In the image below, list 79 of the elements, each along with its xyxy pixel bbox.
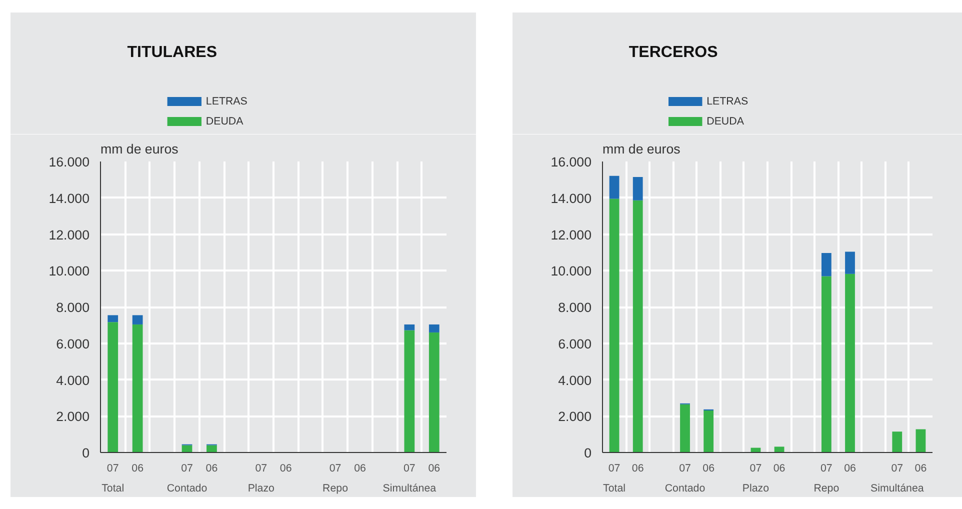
x-tick-label: 07	[255, 462, 268, 474]
x-tick-label: 07	[891, 462, 904, 474]
chart-title: TERCEROS	[628, 44, 718, 61]
y-tick-label: 4.000	[56, 372, 90, 388]
bar	[108, 315, 118, 322]
bar	[609, 176, 620, 199]
x-tick-label: 06	[206, 462, 218, 474]
y-tick-label: 6.000	[56, 336, 90, 352]
bar	[132, 315, 143, 324]
bar	[680, 404, 690, 452]
bar	[845, 252, 855, 274]
x-tick-label: 06	[773, 462, 786, 474]
y-axis-title: mm de euros	[602, 142, 681, 156]
text: Plazo	[248, 482, 275, 494]
y-tick-label: 6.000	[558, 336, 592, 352]
text: Repo	[814, 482, 840, 494]
y-tick-label: 14.000	[48, 190, 90, 206]
x-tick-label: 07	[820, 462, 832, 474]
text: Plazo	[742, 482, 770, 494]
bar	[182, 445, 192, 452]
text: Repo	[322, 482, 348, 494]
y-tick-label: 8.000	[56, 300, 90, 315]
y-axis-title: mm de euros	[100, 142, 179, 156]
x-tick-label: 06	[354, 462, 366, 474]
y-tick-label: 0	[82, 446, 90, 460]
legend-label: DEUDA	[706, 116, 745, 128]
x-tick-label: 07	[181, 462, 193, 474]
bar	[632, 200, 643, 452]
text: Simultánea	[870, 482, 924, 494]
x-tick-label: 06	[428, 462, 440, 474]
text: Simultánea	[382, 482, 436, 494]
y-tick-label: 12.000	[550, 227, 592, 242]
bar	[404, 324, 415, 330]
chart-title: TITULARES	[127, 44, 218, 61]
y-tick-label: 2.000	[56, 409, 90, 424]
x-tick-label: 06	[844, 462, 856, 474]
bar	[108, 322, 118, 452]
x-tick-label: 07	[750, 462, 762, 474]
y-tick-label: 16.000	[48, 154, 90, 170]
x-tick-label: 06	[914, 462, 927, 474]
x-tick-label: 06	[132, 462, 144, 474]
bar	[821, 276, 832, 452]
text: Total	[102, 482, 124, 494]
bar	[132, 324, 143, 452]
y-tick-label: 16.000	[550, 154, 592, 170]
x-tick-label: 07	[329, 462, 342, 474]
x-tick-label: 06	[632, 462, 644, 474]
legend-label: LETRAS	[206, 96, 248, 108]
bar	[845, 274, 855, 452]
bar	[428, 332, 440, 452]
bar	[821, 252, 832, 276]
bar	[428, 324, 440, 332]
y-tick-label: 8.000	[558, 300, 592, 315]
bar	[404, 330, 415, 452]
y-tick-label: 10.000	[48, 264, 90, 279]
x-tick-label: 07	[404, 462, 416, 474]
y-tick-label: 12.000	[48, 227, 90, 242]
y-tick-label: 0	[584, 446, 592, 460]
y-tick-label: 4.000	[558, 372, 592, 388]
legend-label: LETRAS	[706, 96, 748, 108]
y-tick-label: 14.000	[550, 190, 592, 206]
bar	[632, 176, 643, 200]
bar	[774, 446, 784, 452]
text: Contado	[664, 482, 706, 494]
bar	[892, 432, 902, 452]
bar	[206, 445, 217, 452]
x-tick-label: 07	[608, 462, 620, 474]
legend-label: DEUDA	[206, 116, 244, 128]
bar	[916, 429, 926, 452]
text: Total	[603, 482, 626, 494]
bar	[704, 410, 714, 452]
x-tick-label: 06	[702, 462, 715, 474]
y-tick-label: 10.000	[550, 264, 592, 279]
x-tick-label: 07	[106, 462, 119, 474]
bar	[609, 198, 620, 452]
x-tick-label: 06	[280, 462, 292, 474]
x-tick-label: 07	[679, 462, 691, 474]
text: Contado	[166, 482, 208, 494]
y-tick-label: 2.000	[558, 409, 592, 424]
